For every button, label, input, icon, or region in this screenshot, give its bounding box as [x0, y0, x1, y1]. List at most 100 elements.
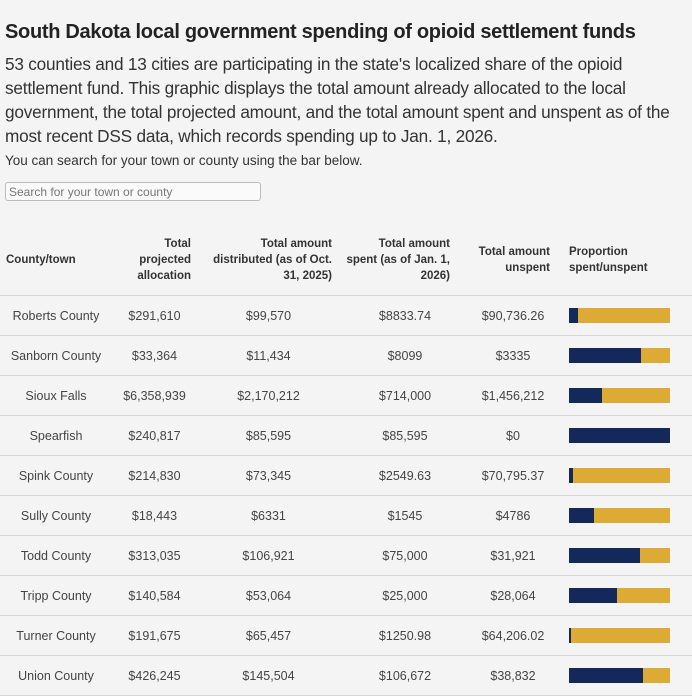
cell-distributed: $73,345 [197, 455, 340, 496]
cell-projected: $191,675 [112, 615, 197, 656]
cell-projected: $140,584 [112, 575, 197, 616]
cell-spent: $1250.98 [340, 615, 470, 656]
table-row: Spearfish $240,817 $85,595 $85,595 $0 [0, 415, 692, 456]
cell-spent: $85,595 [340, 415, 470, 456]
cell-distributed: $65,457 [197, 615, 340, 656]
header-projected[interactable]: Total projected allocation [112, 225, 197, 296]
cell-distributed: $2,170,212 [197, 375, 340, 416]
proportion-bar [569, 668, 670, 683]
cell-spent: $25,000 [340, 575, 470, 616]
cell-unspent: $38,832 [470, 655, 556, 696]
proportion-bar [569, 588, 670, 603]
proportion-bar [569, 348, 670, 363]
cell-proportion [556, 295, 692, 336]
page-title: South Dakota local government spending o… [5, 21, 636, 43]
cell-name: Spink County [0, 455, 112, 496]
cell-name: Roberts County [0, 295, 112, 336]
unspent-segment [577, 308, 670, 323]
cell-proportion [556, 375, 692, 416]
unspent-segment [643, 668, 670, 683]
unspent-segment [639, 548, 670, 563]
cell-name: Todd County [0, 535, 112, 576]
cell-name: Union County [0, 655, 112, 696]
spent-segment [569, 428, 670, 443]
proportion-bar [569, 508, 670, 523]
cell-proportion [556, 535, 692, 576]
spent-segment [569, 468, 573, 483]
table-row: Turner County $191,675 $65,457 $1250.98 $64,… [0, 615, 692, 656]
header-county[interactable]: County/town [0, 225, 112, 296]
cell-name: Sanborn County [0, 335, 112, 376]
cell-unspent: $1,456,212 [470, 375, 556, 416]
cell-unspent: $3335 [470, 335, 556, 376]
cell-distributed: $6331 [197, 495, 340, 536]
table-row: Todd County $313,035 $106,921 $75,000 $31,92… [0, 535, 692, 576]
table-row: Sully County $18,443 $6331 $1545 $4786 [0, 495, 692, 536]
search-hint: You can search for your town or county u… [5, 153, 363, 168]
cell-distributed: $11,434 [197, 335, 340, 376]
proportion-bar [569, 548, 670, 563]
cell-projected: $214,830 [112, 455, 197, 496]
unspent-segment [602, 388, 670, 403]
unspent-segment [616, 588, 670, 603]
cell-spent: $75,000 [340, 535, 470, 576]
cell-unspent: $90,736.26 [470, 295, 556, 336]
cell-spent: $8833.74 [340, 295, 470, 336]
cell-spent: $714,000 [340, 375, 470, 416]
cell-proportion [556, 575, 692, 616]
spent-segment [569, 348, 641, 363]
cell-proportion [556, 455, 692, 496]
table-row: Roberts County $291,610 $99,570 $8833.74 $90… [0, 295, 692, 336]
header-spent[interactable]: Total amount spent (as of Jan. 1, 2026) [340, 225, 470, 296]
spent-segment [569, 508, 594, 523]
cell-spent: $8099 [340, 335, 470, 376]
cell-distributed: $85,595 [197, 415, 340, 456]
search-input[interactable] [5, 182, 261, 201]
cell-name: Sioux Falls [0, 375, 112, 416]
cell-distributed: $99,570 [197, 295, 340, 336]
spending-table: County/town Total projected allocation T… [0, 225, 692, 696]
cell-projected: $313,035 [112, 535, 197, 576]
description: 53 counties and 13 cities are participat… [5, 54, 670, 146]
spent-segment [569, 668, 644, 683]
spent-segment [569, 308, 578, 323]
cell-unspent: $0 [470, 415, 556, 456]
cell-proportion [556, 495, 692, 536]
spent-segment [569, 388, 603, 403]
cell-projected: $291,610 [112, 295, 197, 336]
proportion-bar [569, 388, 670, 403]
spent-segment [569, 588, 617, 603]
cell-name: Tripp County [0, 575, 112, 616]
cell-unspent: $31,921 [470, 535, 556, 576]
cell-distributed: $53,064 [197, 575, 340, 616]
spent-segment [569, 628, 571, 643]
unspent-segment [570, 628, 670, 643]
cell-proportion [556, 615, 692, 656]
table-row: Sioux Falls $6,358,939 $2,170,212 $714,000 $… [0, 375, 692, 416]
cell-name: Spearfish [0, 415, 112, 456]
unspent-segment [593, 508, 670, 523]
table-row: Spink County $214,830 $73,345 $2549.63 $70,7… [0, 455, 692, 496]
header-unspent[interactable]: Total amount unspent [470, 225, 556, 296]
cell-spent: $1545 [340, 495, 470, 536]
cell-proportion [556, 655, 692, 696]
cell-proportion [556, 415, 692, 456]
cell-unspent: $4786 [470, 495, 556, 536]
header-proportion[interactable]: Proportion spent/unspent [556, 225, 692, 296]
proportion-bar [569, 468, 670, 483]
cell-distributed: $145,504 [197, 655, 340, 696]
cell-unspent: $28,064 [470, 575, 556, 616]
spent-segment [569, 548, 640, 563]
header-distributed[interactable]: Total amount distributed (as of Oct. 31,… [197, 225, 340, 296]
proportion-bar [569, 428, 670, 443]
cell-spent: $106,672 [340, 655, 470, 696]
cell-projected: $240,817 [112, 415, 197, 456]
cell-spent: $2549.63 [340, 455, 470, 496]
cell-name: Sully County [0, 495, 112, 536]
cell-proportion [556, 335, 692, 376]
cell-projected: $426,245 [112, 655, 197, 696]
table-row: Sanborn County $33,364 $11,434 $8099 $3335 [0, 335, 692, 376]
cell-distributed: $106,921 [197, 535, 340, 576]
cell-projected: $18,443 [112, 495, 197, 536]
